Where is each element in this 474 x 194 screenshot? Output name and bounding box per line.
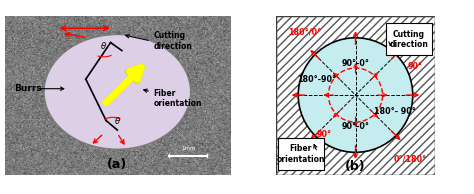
Text: 1mm: 1mm [181,146,195,151]
Circle shape [298,38,413,152]
Text: 90°-0°: 90°-0° [341,59,370,68]
Text: (b): (b) [345,160,366,173]
Text: Cutting
direction: Cutting direction [153,31,192,51]
Text: 180°- 90°: 180°- 90° [374,107,415,116]
FancyArrowPatch shape [106,68,141,103]
Text: 180°-90°: 180°-90° [297,74,336,84]
Text: 90°-0°: 90°-0° [341,122,370,131]
Text: Fiber
orientation: Fiber orientation [276,144,325,164]
Text: 90°: 90° [317,130,332,139]
Text: 90°: 90° [408,62,423,71]
Text: Fiber
orientation: Fiber orientation [153,88,202,108]
Text: $\theta$: $\theta$ [100,40,107,51]
Text: 180°/0°: 180°/0° [289,28,322,36]
Text: Burrs: Burrs [14,84,42,93]
Text: (a): (a) [107,158,128,171]
Text: $\theta$: $\theta$ [114,115,121,126]
Text: Cutting
direction: Cutting direction [389,30,428,49]
FancyBboxPatch shape [278,138,324,170]
FancyBboxPatch shape [386,23,432,55]
Ellipse shape [44,35,191,149]
Text: 0°/180°: 0°/180° [393,155,427,164]
